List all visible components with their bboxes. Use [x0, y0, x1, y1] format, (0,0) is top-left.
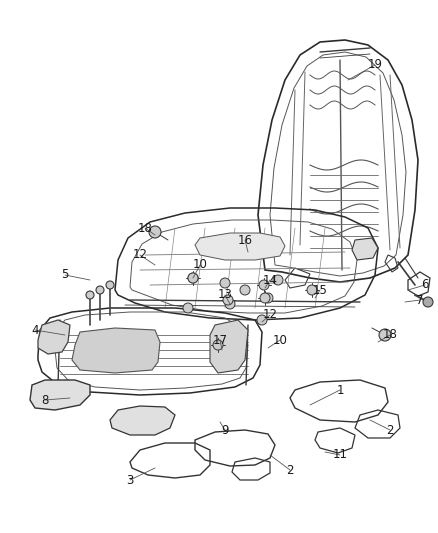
Text: 18: 18: [382, 328, 397, 342]
Circle shape: [257, 315, 267, 325]
Text: 19: 19: [367, 59, 382, 71]
Text: 18: 18: [138, 222, 152, 235]
Text: 13: 13: [218, 288, 233, 302]
Circle shape: [106, 281, 114, 289]
Circle shape: [225, 299, 235, 309]
Text: 4: 4: [31, 324, 39, 336]
Text: 12: 12: [133, 248, 148, 262]
Text: 16: 16: [237, 233, 252, 246]
Circle shape: [213, 340, 223, 350]
Text: 11: 11: [332, 448, 347, 462]
Text: 15: 15: [313, 284, 328, 296]
Circle shape: [223, 295, 233, 305]
Text: 6: 6: [421, 279, 429, 292]
Text: 3: 3: [126, 473, 134, 487]
Text: 1: 1: [336, 384, 344, 397]
Text: 12: 12: [262, 309, 278, 321]
Text: 9: 9: [221, 424, 229, 437]
Text: 10: 10: [272, 334, 287, 346]
Polygon shape: [30, 380, 90, 410]
Circle shape: [188, 273, 198, 283]
Text: 7: 7: [416, 294, 424, 306]
Polygon shape: [352, 238, 378, 260]
Circle shape: [240, 285, 250, 295]
Text: 2: 2: [286, 464, 294, 477]
Circle shape: [260, 293, 270, 303]
Circle shape: [96, 286, 104, 294]
Text: 17: 17: [212, 334, 227, 346]
Text: 10: 10: [193, 259, 208, 271]
Polygon shape: [210, 320, 248, 373]
Polygon shape: [72, 328, 160, 373]
Circle shape: [183, 303, 193, 313]
Polygon shape: [110, 406, 175, 435]
Circle shape: [220, 278, 230, 288]
Circle shape: [307, 285, 317, 295]
Text: 2: 2: [386, 424, 394, 437]
Circle shape: [273, 275, 283, 285]
Polygon shape: [38, 320, 70, 354]
Circle shape: [259, 280, 269, 290]
Circle shape: [263, 293, 273, 303]
Text: 14: 14: [262, 273, 278, 287]
Circle shape: [86, 291, 94, 299]
Polygon shape: [195, 233, 285, 260]
Text: 5: 5: [61, 269, 69, 281]
Circle shape: [188, 273, 198, 283]
Text: 8: 8: [41, 393, 49, 407]
Circle shape: [423, 297, 433, 307]
Circle shape: [149, 226, 161, 238]
Circle shape: [379, 329, 391, 341]
